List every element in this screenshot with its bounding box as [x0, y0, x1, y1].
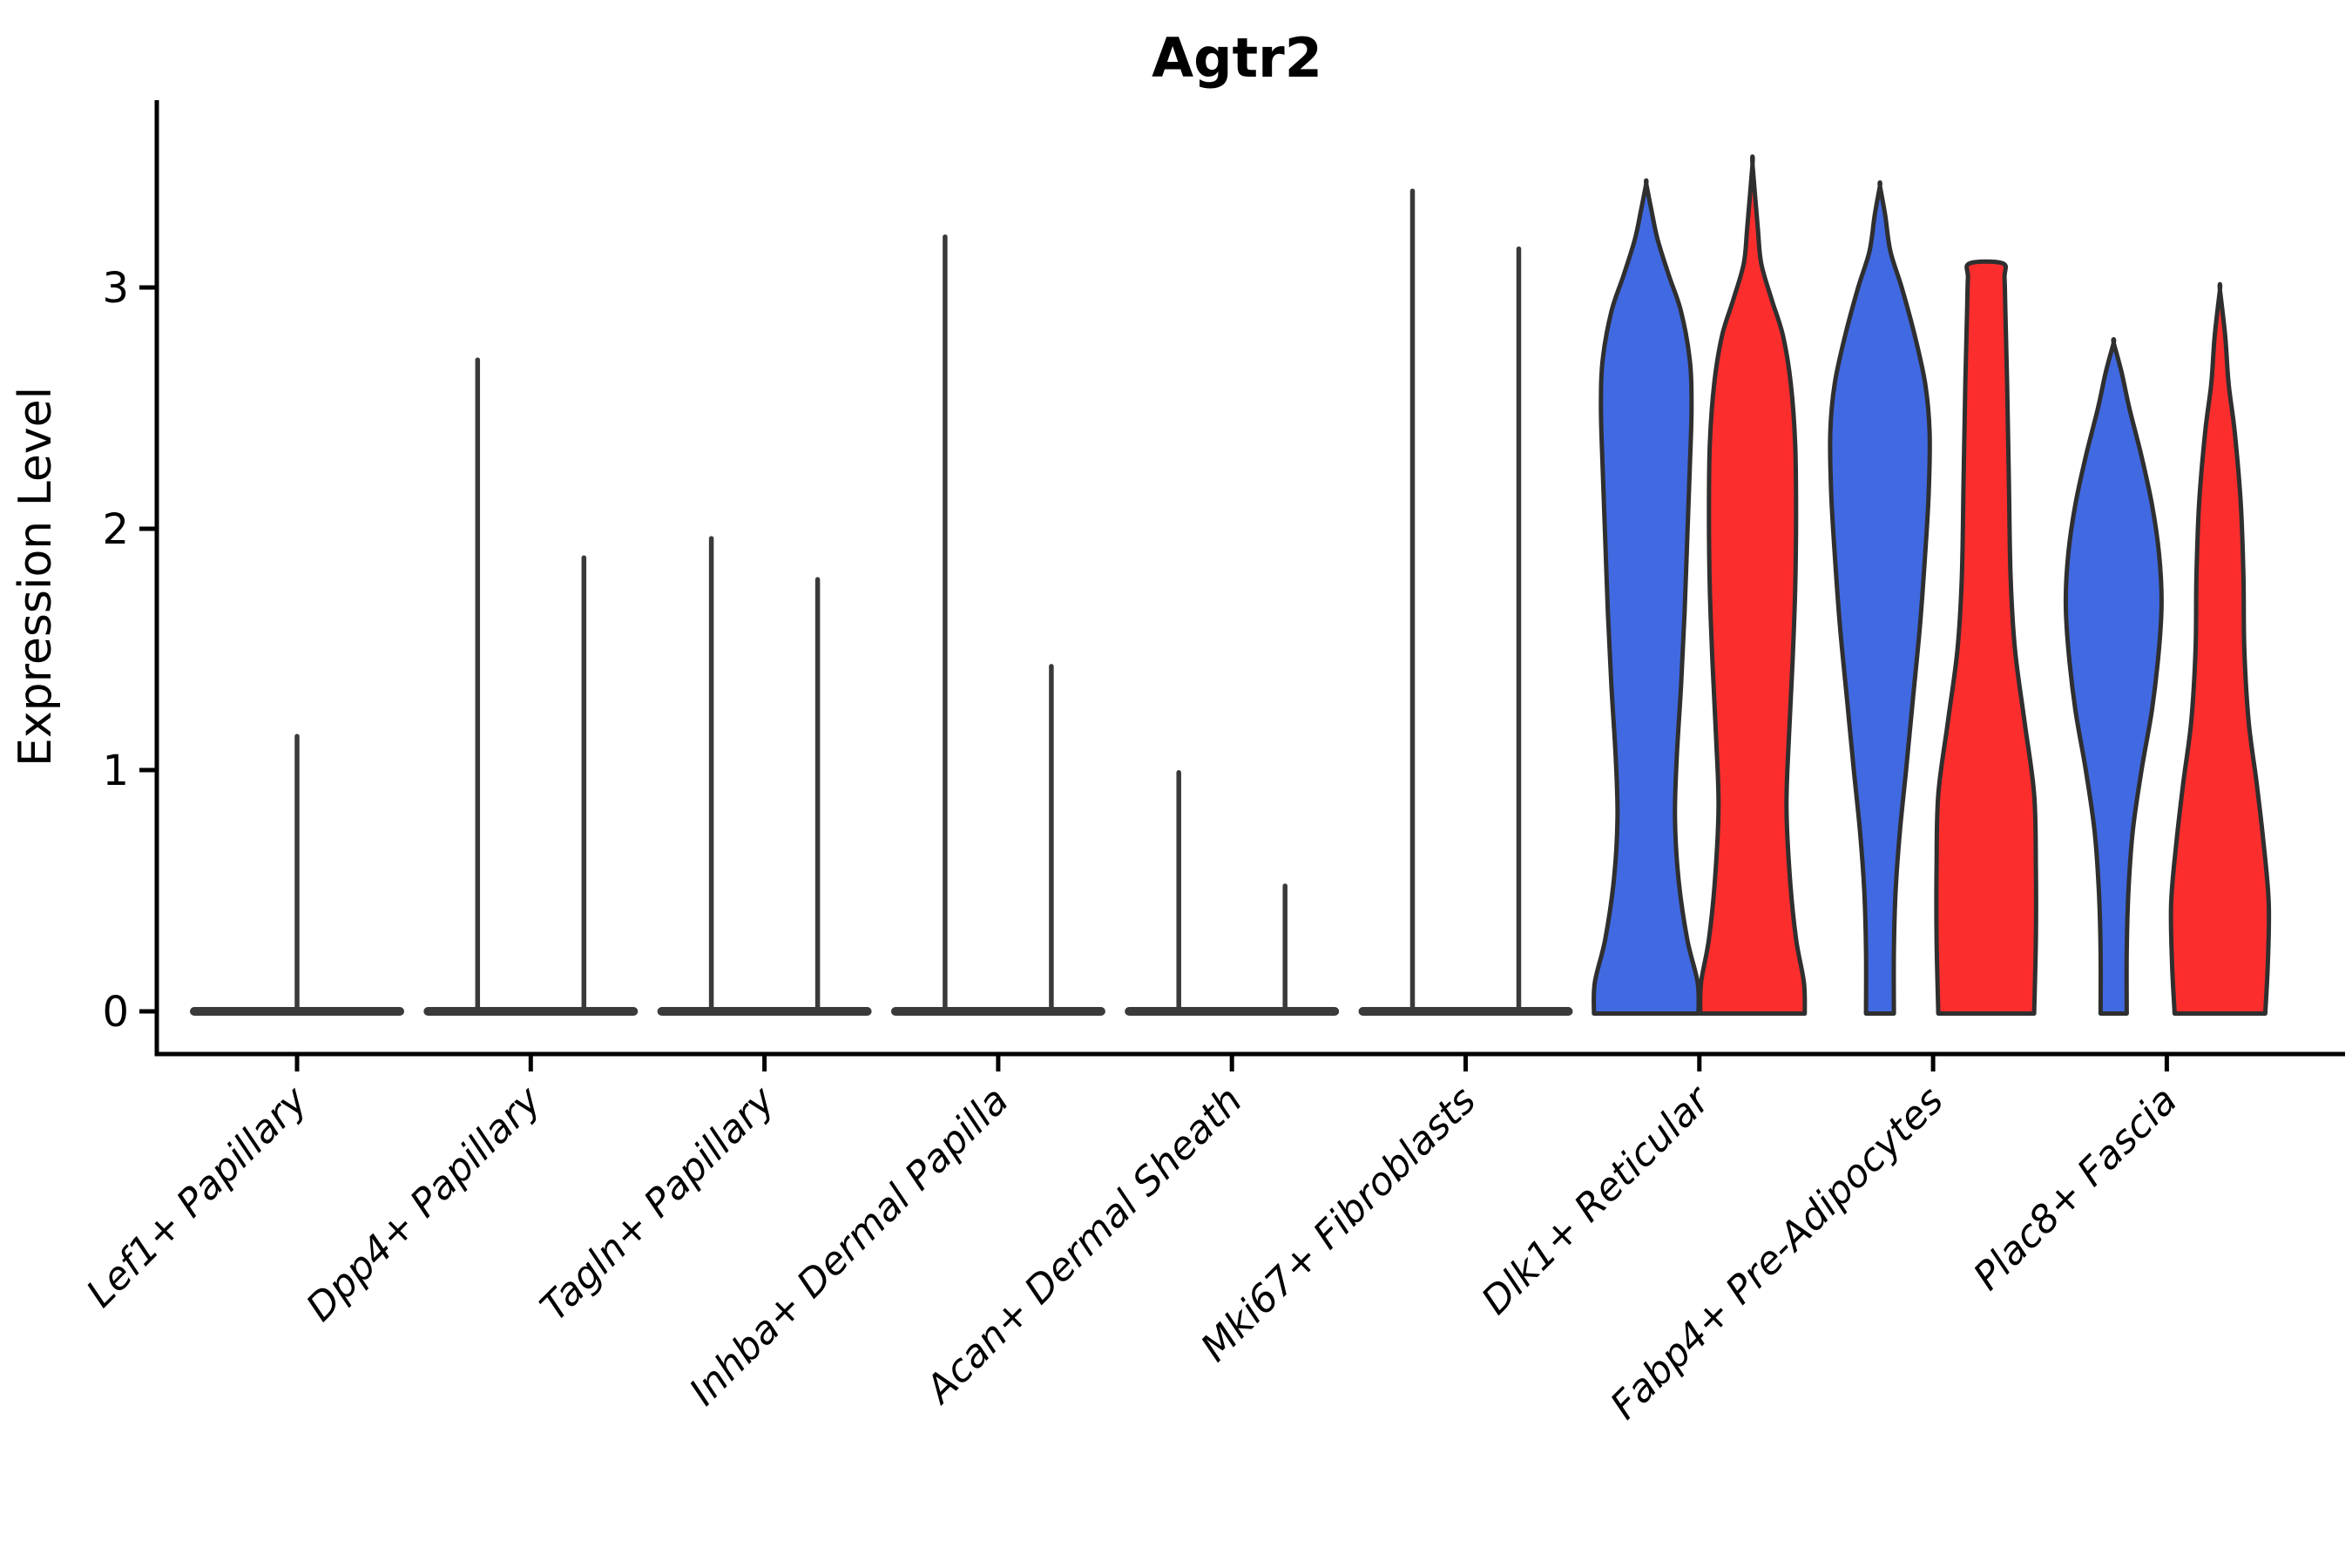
violin-body-red	[1934, 259, 2038, 1016]
violin-body-blue	[1828, 180, 1932, 1016]
x-tick-label: Lef1+ Papillary	[78, 1078, 317, 1316]
zero-density-pancake	[657, 1007, 872, 1016]
y-axis-label: Expression Level	[10, 387, 62, 767]
zero-density-pancake	[423, 1007, 639, 1016]
violin-body-red	[2168, 281, 2272, 1016]
zero-density-pancake	[890, 1007, 1105, 1016]
violin-body-blue	[2063, 337, 2164, 1016]
violin-body-blue	[1592, 178, 1701, 1016]
chart-title: Agtr2	[1152, 26, 1322, 90]
violin-body-red	[1698, 154, 1808, 1016]
y-tick-label: 3	[102, 264, 129, 313]
y-tick-label: 2	[102, 505, 129, 554]
y-tick-label: 0	[102, 988, 129, 1037]
violins-layer	[190, 154, 2272, 1016]
y-tick-label: 1	[102, 747, 129, 795]
zero-density-pancake	[1125, 1007, 1340, 1016]
zero-density-pancake	[190, 1007, 404, 1016]
x-tick-label: Plac8+ Fascia	[1965, 1078, 2186, 1299]
x-tick-label: Dpp4+ Papillary	[298, 1078, 551, 1330]
zero-density-pancake	[1358, 1007, 1573, 1016]
x-tick-label: Tagln+ Papillary	[532, 1078, 784, 1329]
x-tick-label: Dlk1+ Reticular	[1473, 1077, 1720, 1323]
